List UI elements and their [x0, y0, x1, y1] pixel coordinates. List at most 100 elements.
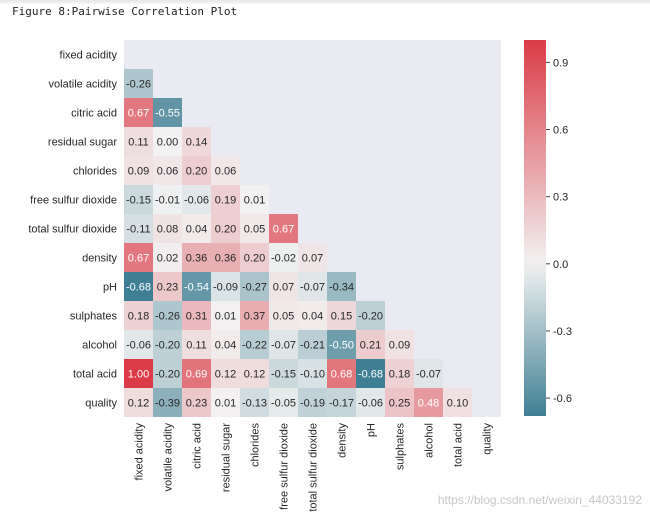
y-tick-label: volatile acidity [49, 79, 118, 91]
cell-value-label: 0.15 [331, 311, 352, 323]
cell-value-label: -0.06 [184, 195, 209, 207]
cell-value-label: -0.07 [416, 369, 441, 381]
heatmap-cell [153, 98, 182, 127]
cell-value-label: 0.18 [389, 369, 410, 381]
cell-value-label: 0.01 [215, 311, 236, 323]
heatmap-cell [240, 185, 269, 214]
heatmap-cell [124, 127, 153, 156]
y-tick-label: total acid [73, 369, 117, 381]
cell-value-label: 0.07 [302, 253, 323, 265]
cell-value-label: 0.23 [186, 398, 207, 410]
cell-value-label: -0.50 [329, 340, 354, 352]
heatmap-cell [153, 330, 182, 359]
figure-caption: Figure 8:Pairwise Correlation Plot [12, 5, 238, 18]
cell-value-label: 0.23 [157, 282, 178, 294]
heatmap-cell [182, 359, 211, 388]
heatmap-cell [124, 359, 153, 388]
y-tick-label: total sulfur dioxide [28, 224, 117, 236]
y-tick-label: density [82, 253, 117, 265]
heatmap-cell [182, 185, 211, 214]
heatmap-cell [153, 359, 182, 388]
cell-value-label: -0.26 [126, 79, 151, 91]
heatmap-cell [414, 359, 443, 388]
heatmap-cells: -0.26 0.67 -0.55 0.11 0.00 0.14 0.09 0.06 0.20 0.… [124, 40, 501, 417]
cell-value-label: 0.12 [128, 398, 149, 410]
cell-value-label: -0.15 [271, 369, 296, 381]
heatmap-cell [211, 243, 240, 272]
top-border [0, 0, 650, 4]
cell-value-label: 0.25 [389, 398, 410, 410]
heatmap-cell [182, 214, 211, 243]
colorbar-tick-label: 0.3 [553, 192, 568, 204]
heatmap-cell [298, 359, 327, 388]
heatmap-cell [182, 301, 211, 330]
y-tick-label: residual sugar [48, 137, 117, 149]
cell-value-label: 0.06 [215, 166, 236, 178]
heatmap-cell [124, 156, 153, 185]
colorbar-tick-label: 0.9 [553, 57, 568, 69]
heatmap-cell [240, 330, 269, 359]
x-tick-label: alcohol [424, 423, 436, 458]
cell-value-label: 0.05 [244, 224, 265, 236]
x-tick-label: residual sugar [221, 423, 233, 492]
heatmap-cell [124, 69, 153, 98]
cell-value-label: -0.34 [329, 282, 354, 294]
cell-value-label: 0.08 [157, 224, 178, 236]
heatmap-cell [298, 388, 327, 417]
y-tick-labels: fixed acidity volatile acidity citric acid… [28, 50, 117, 410]
cell-value-label: -0.07 [271, 340, 296, 352]
heatmap-cell [269, 388, 298, 417]
cell-value-label: -0.20 [155, 340, 180, 352]
heatmap-cell [356, 388, 385, 417]
heatmap-cell [211, 185, 240, 214]
cell-value-label: 0.67 [273, 224, 294, 236]
x-tick-label: pH [366, 423, 378, 437]
x-tick-label: volatile acidity [163, 423, 175, 492]
cell-value-label: -0.54 [184, 282, 209, 294]
heatmap-cell [182, 127, 211, 156]
x-tick-label: total acid [453, 423, 465, 467]
cell-value-label: 1.00 [128, 369, 149, 381]
heatmap-cell [327, 388, 356, 417]
heatmap-cell [240, 388, 269, 417]
heatmap-cell [124, 185, 153, 214]
colorbar-gradient [524, 40, 546, 416]
heatmap-cell [211, 156, 240, 185]
heatmap-cell [385, 359, 414, 388]
cell-value-label: 0.09 [128, 166, 149, 178]
cell-value-label: 0.04 [302, 311, 323, 323]
heatmap-cell [269, 359, 298, 388]
cell-value-label: 0.04 [215, 340, 236, 352]
cell-value-label: -0.22 [242, 340, 267, 352]
x-tick-labels: fixed acidity volatile acidity citric acid… [134, 423, 494, 512]
heatmap-cell [269, 330, 298, 359]
cell-value-label: -0.13 [242, 398, 267, 410]
cell-value-label: 0.20 [186, 166, 207, 178]
heatmap-cell [327, 301, 356, 330]
heatmap-cell [298, 272, 327, 301]
cell-value-label: 0.36 [186, 253, 207, 265]
heatmap-cell [124, 214, 153, 243]
heatmap-cell [269, 243, 298, 272]
heatmap-cell [356, 330, 385, 359]
x-tick-label: sulphates [395, 423, 407, 471]
y-tick-label: pH [103, 282, 117, 294]
colorbar-tick-label: -0.3 [553, 326, 572, 338]
cell-value-label: -0.06 [358, 398, 383, 410]
x-tick-label: quality [482, 423, 494, 455]
cell-value-label: 0.00 [157, 137, 178, 149]
x-tick-label: fixed acidity [134, 423, 146, 481]
cell-value-label: -0.05 [271, 398, 296, 410]
cell-value-label: -0.09 [213, 282, 238, 294]
heatmap-cell [182, 243, 211, 272]
heatmap-cell [124, 243, 153, 272]
heatmap-cell [124, 330, 153, 359]
cell-value-label: 0.21 [360, 340, 381, 352]
cell-value-label: -0.68 [126, 282, 151, 294]
cell-value-label: -0.07 [300, 282, 325, 294]
cell-value-label: -0.01 [155, 195, 180, 207]
heatmap-cell [153, 156, 182, 185]
cell-value-label: 0.01 [244, 195, 265, 207]
cell-value-label: -0.17 [329, 398, 354, 410]
